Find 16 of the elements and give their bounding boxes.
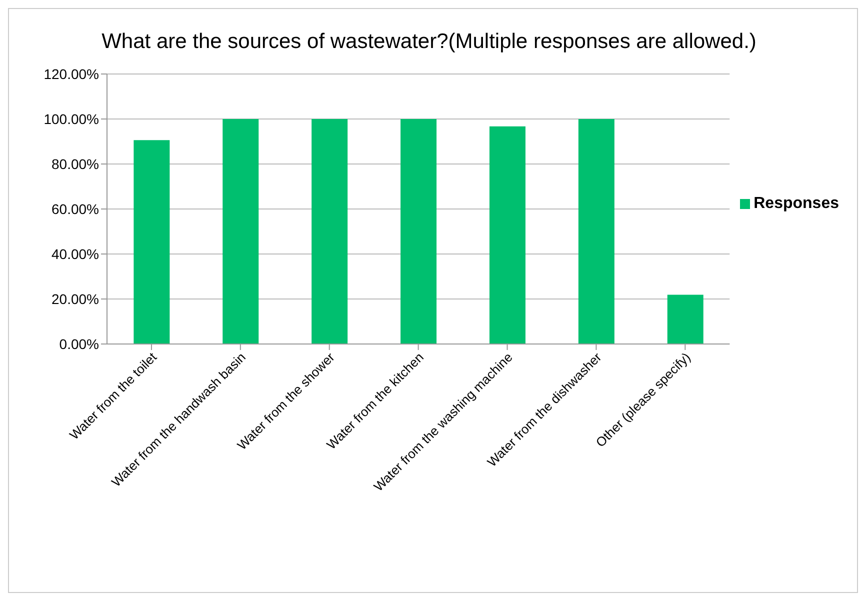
bar [134, 140, 170, 344]
chart-title: What are the sources of wastewater?(Multiple responses are allowed.) [100, 29, 758, 54]
y-tick-label: 60.00% [52, 200, 99, 217]
y-tick-label: 100.00% [44, 110, 99, 127]
y-tick-label: 120.00% [44, 66, 99, 82]
bar [400, 119, 437, 344]
y-tick-label: 40.00% [52, 246, 99, 262]
bar [578, 119, 614, 344]
bar [489, 126, 526, 344]
y-tick-label: 0.00% [59, 336, 99, 352]
legend-label: Responses [754, 195, 839, 212]
bar [667, 294, 704, 344]
bar [222, 119, 259, 344]
bar [312, 119, 348, 344]
y-tick-label: 20.00% [52, 290, 99, 307]
y-tick-label: 80.00% [52, 156, 99, 172]
